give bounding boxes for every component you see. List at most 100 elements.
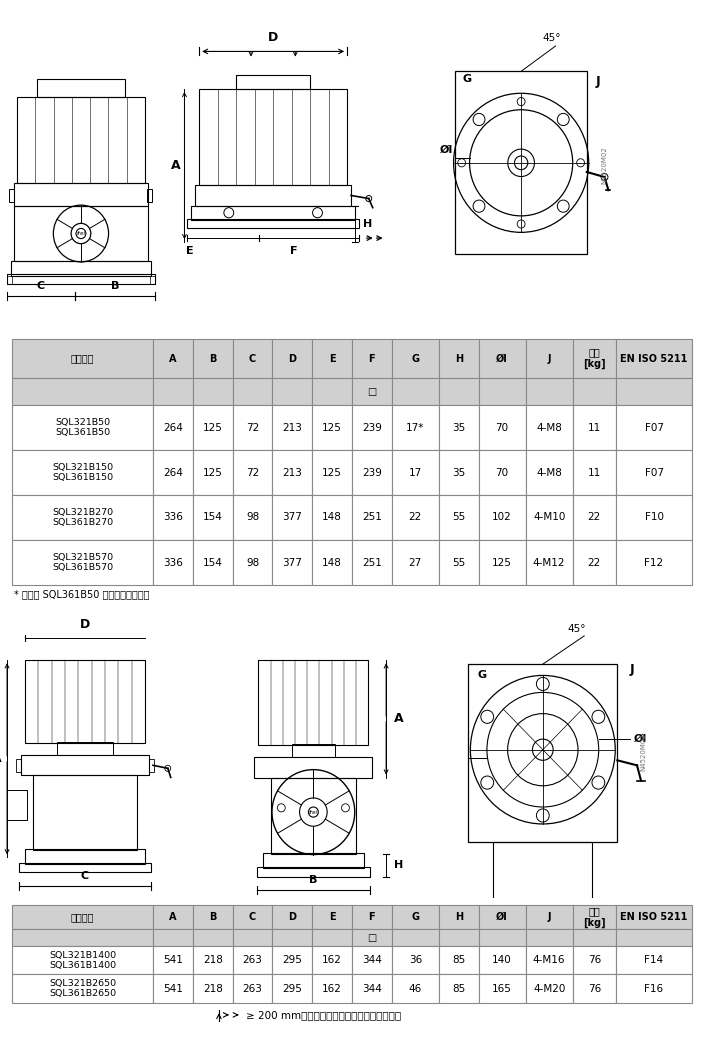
- Bar: [12, 405, 153, 450]
- Text: 76: 76: [588, 984, 601, 993]
- Bar: [616, 929, 692, 946]
- Bar: [572, 929, 616, 946]
- Text: H: H: [455, 354, 463, 363]
- Text: N4520M03: N4520M03: [640, 733, 646, 771]
- Bar: [272, 450, 312, 495]
- Text: ØI: ØI: [496, 912, 508, 922]
- Bar: [616, 974, 692, 1003]
- Bar: [526, 974, 572, 1003]
- Bar: [439, 946, 479, 974]
- Text: 17*: 17*: [406, 422, 425, 433]
- Bar: [270, 777, 356, 855]
- Bar: [153, 378, 193, 405]
- Bar: [153, 929, 193, 946]
- Text: A: A: [171, 159, 180, 172]
- Text: C: C: [249, 912, 256, 922]
- Text: H: H: [455, 912, 463, 922]
- Bar: [572, 946, 616, 974]
- Bar: [14, 206, 148, 261]
- Text: H: H: [394, 860, 403, 870]
- Bar: [272, 378, 312, 405]
- Bar: [392, 974, 439, 1003]
- Bar: [439, 929, 479, 946]
- Text: A: A: [169, 912, 177, 922]
- Text: B: B: [309, 875, 318, 884]
- Text: 17: 17: [409, 467, 422, 478]
- Bar: [439, 339, 479, 378]
- Text: 264: 264: [163, 422, 183, 433]
- Bar: [572, 495, 616, 540]
- Bar: [272, 405, 312, 450]
- Bar: [12, 495, 153, 540]
- Text: 148: 148: [322, 558, 342, 567]
- Bar: [439, 540, 479, 585]
- Bar: [479, 405, 526, 450]
- Bar: [439, 905, 479, 929]
- Bar: [17, 97, 145, 184]
- Bar: [237, 75, 310, 89]
- Text: E: E: [329, 912, 335, 922]
- Text: G: G: [411, 354, 420, 363]
- Text: A: A: [0, 752, 2, 765]
- Text: 4-M20: 4-M20: [533, 984, 565, 993]
- Text: D: D: [289, 354, 296, 363]
- Text: 产品型号: 产品型号: [71, 354, 94, 363]
- Bar: [272, 495, 312, 540]
- Text: SQL321B2650
SQL361B2650: SQL321B2650 SQL361B2650: [49, 979, 116, 999]
- Text: 72: 72: [246, 467, 259, 478]
- Text: SQL321B50
SQL361B50: SQL321B50 SQL361B50: [55, 418, 110, 437]
- Text: ≥ 200 mm：用于安装、连接、操作和维护等。: ≥ 200 mm：用于安装、连接、操作和维护等。: [246, 1010, 401, 1020]
- Bar: [292, 744, 335, 757]
- Bar: [616, 339, 692, 378]
- Text: frei: frei: [309, 810, 318, 815]
- Text: 125: 125: [203, 467, 222, 478]
- Bar: [439, 495, 479, 540]
- Text: ØI: ØI: [496, 354, 508, 363]
- Bar: [37, 79, 125, 97]
- Text: 239: 239: [362, 467, 382, 478]
- Bar: [9, 189, 14, 202]
- Bar: [12, 905, 153, 929]
- Bar: [254, 757, 372, 777]
- Bar: [352, 339, 392, 378]
- Bar: [439, 450, 479, 495]
- Bar: [12, 378, 153, 405]
- Text: F16: F16: [644, 984, 664, 993]
- Bar: [6, 791, 27, 820]
- Text: 102: 102: [492, 512, 512, 523]
- Text: 125: 125: [203, 422, 222, 433]
- Bar: [352, 929, 392, 946]
- Text: N4520M02: N4520M02: [601, 146, 608, 184]
- Bar: [616, 905, 692, 929]
- Text: 70: 70: [496, 422, 509, 433]
- Bar: [392, 450, 439, 495]
- Text: B: B: [209, 912, 216, 922]
- Bar: [352, 540, 392, 585]
- Text: ØI: ØI: [634, 734, 647, 744]
- Bar: [468, 665, 617, 842]
- Bar: [193, 339, 232, 378]
- Text: G: G: [463, 75, 472, 84]
- Text: J: J: [548, 354, 551, 363]
- Text: 165: 165: [492, 984, 512, 993]
- Bar: [392, 946, 439, 974]
- Bar: [479, 929, 526, 946]
- Text: J: J: [630, 663, 634, 675]
- Bar: [572, 450, 616, 495]
- Text: F07: F07: [645, 467, 664, 478]
- Bar: [312, 495, 352, 540]
- Bar: [312, 339, 352, 378]
- Bar: [479, 339, 526, 378]
- Bar: [493, 842, 593, 902]
- Bar: [232, 450, 272, 495]
- Bar: [352, 405, 392, 450]
- Bar: [12, 929, 153, 946]
- Text: 154: 154: [203, 512, 222, 523]
- Text: J: J: [596, 75, 600, 88]
- Text: 251: 251: [362, 558, 382, 567]
- Bar: [526, 450, 572, 495]
- Text: 148: 148: [322, 512, 342, 523]
- Bar: [232, 405, 272, 450]
- Bar: [232, 974, 272, 1003]
- Text: SQL321B270
SQL361B270: SQL321B270 SQL361B270: [52, 508, 113, 527]
